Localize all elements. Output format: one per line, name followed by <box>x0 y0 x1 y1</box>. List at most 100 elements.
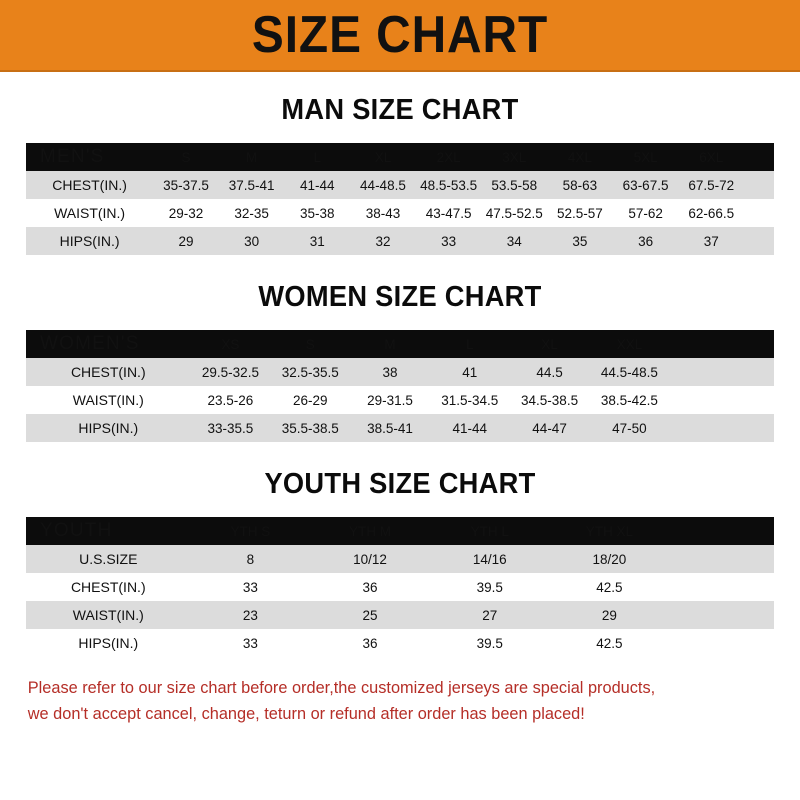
column-header-l: L <box>313 149 322 165</box>
women-table-wrap: WOMEN'S XS S M L XL XXL CHEST(IN.) 29.5-32.5 32… <box>26 330 774 442</box>
note-line-1: Please refer to our size chart before or… <box>27 679 656 697</box>
page-banner: SIZE CHART <box>0 0 800 72</box>
column-header-xl: XL <box>374 149 392 165</box>
table-cell-filler <box>669 358 774 386</box>
table-row: CHEST(IN.) 35-37.5 37.5-41 41-44 44-48.5 48.5… <box>26 171 774 199</box>
table-cell-filler <box>669 601 774 629</box>
spacer <box>0 442 800 468</box>
women-table-head: WOMEN'S XS S M L XL XXL <box>26 330 774 358</box>
table-cell: 47-50 <box>612 420 647 436</box>
table-cell: 32 <box>375 233 391 249</box>
section-title-men: MAN SIZE CHART <box>281 94 519 126</box>
table-cell: 34.5-38.5 <box>521 392 579 408</box>
table-cell: 39.5 <box>476 579 503 595</box>
table-cell: 35 <box>572 233 588 249</box>
youth-corner-label: YOUTH <box>40 520 113 541</box>
youth-table-body: U.S.SIZE 8 10/12 14/16 18/20 CHEST(IN.) 33 36 39… <box>26 545 774 657</box>
spacer <box>0 72 800 94</box>
table-cell: 25 <box>362 607 378 623</box>
table-row: CHEST(IN.) 29.5-32.5 32.5-35.5 38 41 44.5 44.5… <box>26 358 774 386</box>
table-cell: 58-63 <box>562 177 598 193</box>
table-cell: 29 <box>601 607 617 623</box>
spacer <box>0 314 800 330</box>
table-cell: 35-38 <box>300 205 335 221</box>
table-cell-filler <box>669 545 774 573</box>
column-header-yth-l: YTH L <box>470 523 509 539</box>
men-table-wrap: MEN'S S M L XL 2XL 3XL 4XL 5XL 6XL CHEST(IN.) 35-… <box>26 143 774 255</box>
table-cell: 48.5-53.5 <box>420 177 478 193</box>
table-cell: 8 <box>246 551 255 567</box>
table-cell: 36 <box>638 233 654 249</box>
women-size-table: WOMEN'S XS S M L XL XXL CHEST(IN.) 29.5-32.5 32… <box>26 330 774 442</box>
table-cell: 10/12 <box>353 551 387 567</box>
row-label: CHEST(IN.) <box>70 364 146 380</box>
column-header-4xl: 4XL <box>567 149 592 165</box>
order-policy-note: Please refer to our size chart before or… <box>28 675 772 727</box>
table-cell: 44.5 <box>536 364 563 380</box>
column-header-2xl: 2XL <box>436 149 461 165</box>
table-cell-filler <box>669 573 774 601</box>
table-cell: 52.5-57 <box>557 205 603 221</box>
table-cell: 44.5-48.5 <box>600 364 658 380</box>
table-cell: 29 <box>178 233 194 249</box>
table-cell: 34 <box>506 233 522 249</box>
table-cell: 38 <box>382 364 398 380</box>
table-cell: 39.5 <box>476 635 503 651</box>
table-cell: 57-62 <box>628 205 663 221</box>
column-header-s: S <box>181 149 191 165</box>
table-cell: 14/16 <box>472 551 507 567</box>
row-label: HIPS(IN.) <box>59 233 120 249</box>
youth-header-row: YOUTH YTH S YTH M YTH L YTH XL <box>26 517 774 545</box>
table-row: HIPS(IN.) 33 36 39.5 42.5 <box>26 629 774 657</box>
table-cell: 63-67.5 <box>622 177 669 193</box>
column-header-filler <box>669 517 774 545</box>
table-cell: 38-43 <box>365 205 401 221</box>
spacer <box>0 501 800 517</box>
youth-size-table: YOUTH YTH S YTH M YTH L YTH XL U.S.SIZE 8 10/… <box>26 517 774 657</box>
page-title: SIZE CHART <box>251 6 549 64</box>
men-header-row: MEN'S S M L XL 2XL 3XL 4XL 5XL 6XL <box>26 143 774 171</box>
men-corner-label: MEN'S <box>40 146 105 167</box>
column-header-yth-m: YTH M <box>349 523 392 539</box>
table-cell: 33 <box>441 233 457 249</box>
table-cell: 44-48.5 <box>360 177 406 193</box>
table-cell: 23 <box>242 607 258 623</box>
table-cell: 33 <box>242 635 258 651</box>
column-header-l: L <box>466 336 474 352</box>
table-cell: 43-47.5 <box>425 205 472 221</box>
column-header-s: S <box>305 336 315 352</box>
column-header-xs: XS <box>221 336 240 352</box>
note-line-2: we don't accept cancel, change, teturn o… <box>27 705 585 723</box>
table-cell: 32-35 <box>234 205 269 221</box>
men-size-table: MEN'S S M L XL 2XL 3XL 4XL 5XL 6XL CHEST(IN.) 35-… <box>26 143 774 255</box>
table-cell: 29-31.5 <box>367 392 413 408</box>
table-cell: 30 <box>244 233 260 249</box>
column-header-6xl: 6XL <box>699 149 724 165</box>
row-label: WAIST(IN.) <box>54 205 126 221</box>
table-cell-filler <box>744 227 774 255</box>
table-cell: 62-66.5 <box>688 205 735 221</box>
table-cell: 31.5-34.5 <box>441 392 499 408</box>
table-cell: 42.5 <box>596 635 623 651</box>
table-cell: 41-44 <box>452 420 488 436</box>
spacer <box>0 127 800 143</box>
column-header-yth-xl: YTH XL <box>585 523 634 539</box>
youth-table-head: YOUTH YTH S YTH M YTH L YTH XL <box>26 517 774 545</box>
column-header-3xl: 3XL <box>502 149 527 165</box>
table-cell: 41 <box>462 364 478 380</box>
table-row: WAIST(IN.) 23.5-26 26-29 29-31.5 31.5-34.5 34… <box>26 386 774 414</box>
table-row: CHEST(IN.) 33 36 39.5 42.5 <box>26 573 774 601</box>
men-table-body: CHEST(IN.) 35-37.5 37.5-41 41-44 44-48.5 48.5… <box>26 171 774 255</box>
table-cell: 33-35.5 <box>207 420 254 436</box>
section-title-women: WOMEN SIZE CHART <box>258 281 542 313</box>
row-label: WAIST(IN.) <box>72 392 144 408</box>
row-label: WAIST(IN.) <box>72 607 144 623</box>
table-cell: 44-47 <box>532 420 567 436</box>
section-title-youth: YOUTH SIZE CHART <box>264 468 536 500</box>
column-header-filler <box>669 330 774 358</box>
table-cell: 36 <box>362 579 378 595</box>
table-cell-filler <box>669 629 774 657</box>
men-table-head: MEN'S S M L XL 2XL 3XL 4XL 5XL 6XL <box>26 143 774 171</box>
column-header-5xl: 5XL <box>633 149 658 165</box>
column-header-filler <box>744 143 774 171</box>
